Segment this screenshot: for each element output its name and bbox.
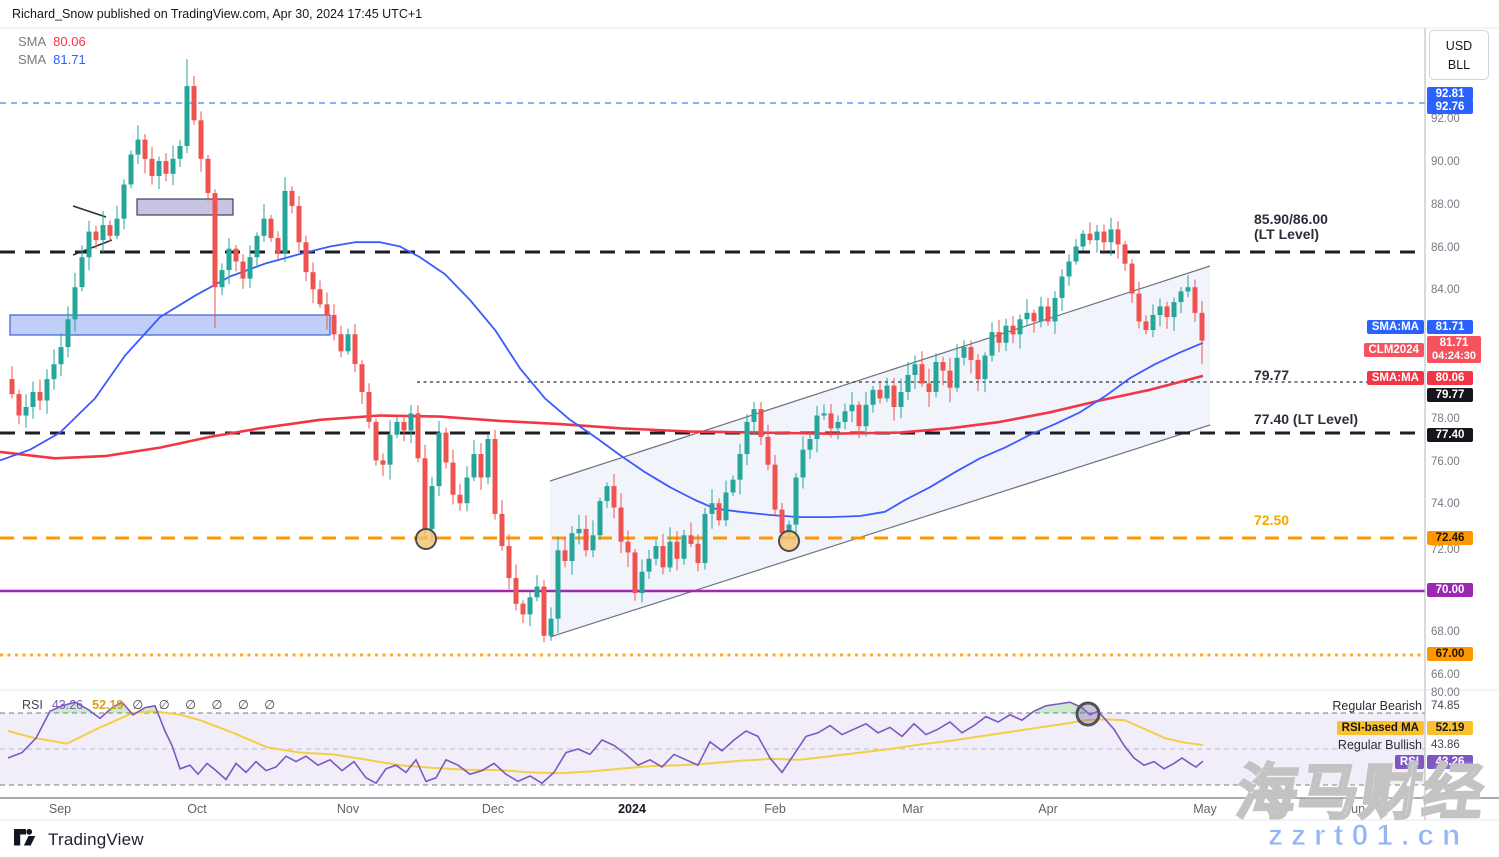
price-axis-unit-box[interactable]: USD BLL	[1429, 30, 1489, 80]
watermark-chinese: 海马财经	[1231, 758, 1491, 828]
time-axis-label[interactable]: Feb	[764, 802, 786, 816]
footer: TradingView	[14, 828, 144, 851]
time-axis-label[interactable]: May	[1193, 802, 1217, 816]
axis-price-badge: 92.81	[1427, 87, 1473, 101]
time-axis-label[interactable]: Dec	[481, 802, 505, 816]
rsi-cross-circle	[1075, 701, 1101, 727]
sma-red-legend-value: 80.06	[53, 34, 86, 49]
rsi-overbought-fill	[1031, 702, 1088, 713]
swing-low-circle-2	[778, 530, 800, 552]
watermark-url: zzrt01.cn	[1267, 819, 1469, 853]
axis-price-tick: 66.00	[1431, 669, 1460, 681]
rsi-pane	[0, 701, 1425, 786]
axis-price-tick: 90.00	[1431, 156, 1460, 168]
rsi-ma-legend-value: 52.19	[92, 698, 124, 712]
axis-price-tick: 92.00	[1431, 113, 1460, 125]
axis-side-label[interactable]: RSI-based MA	[1336, 721, 1424, 735]
axis-price-tick: 68.00	[1431, 626, 1460, 638]
time-axis-label[interactable]: Apr	[1038, 802, 1058, 816]
rsi-line	[7, 701, 1204, 785]
tradingview-logo-icon[interactable]	[14, 828, 40, 851]
time-axis-label[interactable]: Oct	[187, 802, 207, 816]
axis-side-label[interactable]: SMA:MA	[1366, 371, 1424, 385]
level-annotation[interactable]: 72.50	[1254, 512, 1290, 528]
axis-price-tick: 76.00	[1431, 456, 1460, 468]
axis-price-badge: 79.77	[1427, 388, 1473, 402]
axis-price-badge: 92.76	[1427, 100, 1473, 114]
swing-low-circle-1	[415, 528, 437, 550]
axis-side-label: Regular Bullish	[1337, 738, 1422, 752]
time-axis-label[interactable]: Nov	[336, 802, 360, 816]
axis-price-tick: 43.86	[1431, 739, 1460, 751]
ascending-channel	[549, 265, 1211, 638]
axis-side-label[interactable]: SMA:MA	[1366, 320, 1424, 334]
axis-price-badge: 52.19	[1427, 721, 1473, 735]
rsi-ma-line	[7, 710, 1204, 775]
sma-red-legend[interactable]: SMA 80.06	[18, 34, 86, 49]
axis-price-tick: 80.00	[1431, 687, 1460, 699]
sma-red-legend-label: SMA	[18, 34, 47, 49]
axis-price-tick: 72.00	[1431, 544, 1460, 556]
rsi-legend[interactable]: RSI 43.26 52.19 ∅ ∅ ∅ ∅ ∅ ∅	[22, 697, 281, 712]
sma-blue-legend[interactable]: SMA 81.71	[18, 52, 86, 67]
axis-side-label[interactable]: RSI	[1394, 755, 1424, 769]
axis-price-badge: 72.46	[1427, 531, 1473, 545]
rsi-empty-values: ∅ ∅ ∅ ∅ ∅ ∅	[132, 698, 282, 712]
rsi-overbought-fill	[106, 702, 132, 713]
rsi-overbought-fill	[49, 702, 93, 713]
time-axis-label[interactable]: Mar	[902, 802, 924, 816]
level-annotation[interactable]: 77.40 (LT Level)	[1254, 411, 1359, 427]
support-zone-blue	[9, 314, 331, 336]
axis-price-badge: 70.00	[1427, 583, 1473, 597]
time-axis-label[interactable]: Sep	[48, 802, 72, 816]
level-annotation[interactable]: (LT Level)	[1254, 226, 1320, 242]
axis-price-tick: 74.00	[1431, 498, 1460, 510]
axis-price-badge: 80.06	[1427, 371, 1473, 385]
axis-price-badge: 81.71 04:24:30	[1427, 336, 1482, 363]
resistance-zone-purple	[136, 198, 234, 216]
rsi-legend-label: RSI	[22, 698, 43, 712]
axis-price-badge: 81.71	[1427, 320, 1473, 334]
time-axis-label[interactable]: Jun	[1344, 802, 1366, 816]
sma-blue-legend-label: SMA	[18, 52, 47, 67]
publish-header: Richard_Snow published on TradingView.co…	[12, 7, 423, 21]
axis-price-tick: 86.00	[1431, 242, 1460, 254]
tradingview-brand-text[interactable]: TradingView	[48, 829, 144, 849]
sma-red-line	[0, 374, 1204, 460]
unit-currency: USD	[1445, 38, 1473, 53]
axis-price-tick: 78.00	[1431, 413, 1460, 425]
pennant-trendline	[72, 239, 113, 256]
axis-side-label: Regular Bearish	[1332, 699, 1422, 713]
candles-layer	[9, 59, 1205, 643]
axis-price-badge: 67.00	[1427, 647, 1473, 661]
axis-price-tick: 74.85	[1431, 700, 1460, 712]
unit-barrel: BLL	[1447, 57, 1471, 72]
axis-price-tick: 88.00	[1431, 199, 1460, 211]
axis-price-tick: 84.00	[1431, 284, 1460, 296]
rsi-legend-value: 43.26	[51, 698, 84, 712]
axis-side-label[interactable]: CLM2024	[1363, 343, 1424, 357]
pennant-trendline	[72, 205, 107, 218]
level-annotation[interactable]: 85.90/86.00	[1254, 211, 1328, 227]
time-axis-label[interactable]: 2024	[618, 802, 646, 816]
axis-price-badge: 77.40	[1427, 428, 1473, 442]
sma-blue-legend-value: 81.71	[53, 52, 86, 67]
axis-price-badge: 43.26	[1427, 755, 1473, 769]
level-annotation[interactable]: 79.77	[1254, 367, 1290, 383]
